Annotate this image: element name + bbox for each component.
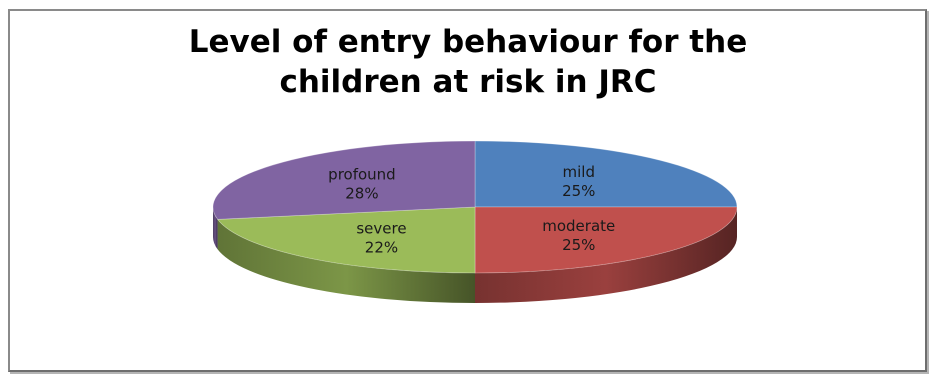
pie-side-moderate: [475, 207, 737, 303]
data-label-severe-name: severe: [356, 219, 406, 237]
pie-slice-moderate: [474, 206, 738, 274]
pie-slice-severe: [216, 206, 476, 274]
chart-title: Level of entry behaviour for the childre…: [0, 22, 936, 102]
data-label-profound-percent: 28%: [345, 185, 378, 203]
chart-title-line-2: children at risk in JRC: [279, 64, 657, 100]
pie-side-severe: [217, 219, 475, 303]
pie-side-profound: [213, 207, 218, 250]
pie-slice-profound: [212, 140, 476, 220]
data-label-profound-name: profound: [328, 166, 396, 184]
data-label-moderate-percent: 25%: [562, 236, 595, 254]
data-label-moderate-name: moderate: [542, 217, 615, 235]
chart-title-line-1: Level of entry behaviour for the: [188, 24, 748, 60]
data-label-mild-percent: 25%: [562, 182, 595, 200]
pie-slice-mild: [474, 140, 738, 208]
data-label-mild-name: mild: [563, 163, 595, 181]
data-label-severe-percent: 22%: [365, 238, 398, 256]
